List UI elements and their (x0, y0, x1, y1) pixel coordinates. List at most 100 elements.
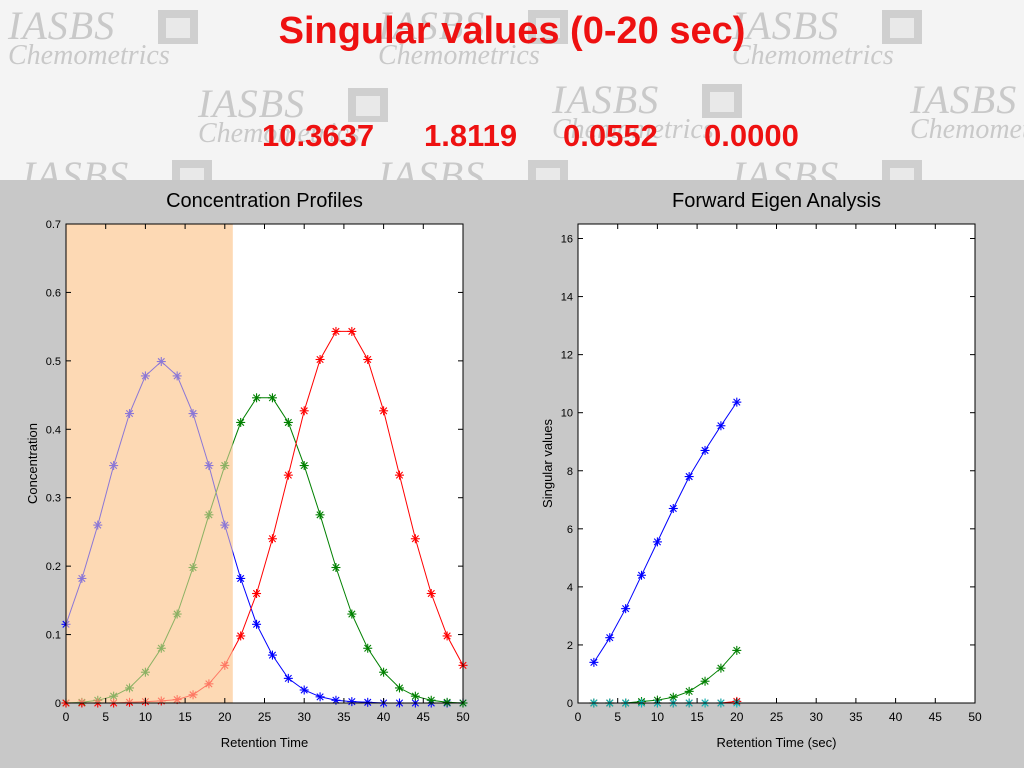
x-tick-label: 5 (102, 710, 109, 724)
marker-stroke (733, 398, 741, 406)
y-tick-label: 14 (561, 292, 573, 304)
marker-stroke (252, 589, 261, 598)
x-tick-label: 25 (770, 710, 784, 724)
x-tick-label: 15 (690, 710, 704, 724)
marker-stroke (252, 394, 261, 402)
data-point-marker (252, 589, 262, 599)
marker-stroke (332, 696, 340, 704)
data-point-marker (299, 461, 309, 471)
marker-stroke (300, 461, 308, 470)
plot-area (578, 224, 975, 703)
y-tick-label: 10 (561, 408, 573, 420)
data-point-marker (684, 686, 694, 696)
x-tick-label: 30 (298, 710, 312, 724)
marker-stroke (701, 677, 709, 685)
marker-stroke (379, 407, 388, 415)
data-point-marker (732, 397, 742, 407)
y-axis-label: Concentration (25, 423, 40, 504)
marker-stroke (268, 651, 277, 659)
figure-panel: 0 5 10 15 20 25 30 35 40 45 50 0 0.1 0.2 0.3 0.4 0.5 0.6 0… (0, 180, 1024, 768)
slide-title: Singular values (0-20 sec) (278, 10, 746, 52)
data-point-marker (410, 534, 420, 544)
data-point-marker (442, 631, 452, 641)
data-point-marker (299, 685, 309, 695)
data-point-marker (236, 417, 246, 427)
data-point-marker (684, 472, 694, 482)
x-tick-label: 45 (929, 710, 943, 724)
data-point-marker (442, 697, 452, 707)
x-axis-label: Retention Time (sec) (717, 735, 837, 750)
x-tick-label: 10 (651, 710, 665, 724)
chart-title: Forward Eigen Analysis (672, 190, 881, 212)
marker-stroke (364, 355, 372, 364)
y-tick-label: 0.1 (46, 630, 61, 642)
singular-value-1: 10.3637 (262, 118, 375, 153)
x-tick-label: 50 (456, 710, 470, 724)
marker-stroke (717, 422, 725, 430)
data-point-marker (347, 697, 357, 707)
marker-stroke (268, 535, 277, 543)
marker-stroke (348, 698, 356, 706)
marker-stroke (411, 535, 419, 543)
marker-stroke (590, 658, 598, 666)
marker-stroke (606, 634, 614, 642)
marker-stroke (284, 471, 292, 479)
y-tick-label: 0 (55, 698, 61, 710)
x-tick-label: 10 (139, 710, 153, 724)
marker-stroke (395, 684, 404, 692)
x-tick-label: 45 (417, 710, 431, 724)
data-point-marker (716, 421, 726, 431)
marker-stroke (300, 686, 308, 694)
slide-header: IASBS Chemometrics IASBS Chemometrics IASBS C… (0, 0, 1024, 180)
x-tick-label: 0 (575, 710, 582, 724)
singular-value-2: 1.8119 (424, 118, 518, 153)
marker-stroke (701, 446, 709, 455)
x-tick-label: 30 (810, 710, 824, 724)
marker-stroke (348, 327, 356, 336)
x-tick-label: 20 (730, 710, 744, 724)
data-point-marker (347, 609, 357, 619)
x-tick-label: 0 (63, 710, 70, 724)
data-point-marker (621, 604, 631, 614)
x-axis-label: Retention Time (221, 735, 308, 750)
data-point-marker (363, 697, 373, 707)
marker-stroke (637, 571, 646, 579)
marker-stroke (364, 698, 372, 706)
data-point-marker (252, 393, 262, 403)
series-line (593, 401, 738, 663)
marker-stroke (348, 610, 356, 618)
y-tick-label: 0.4 (46, 424, 61, 436)
marker-stroke (332, 563, 340, 572)
y-tick-label: 0.6 (46, 287, 61, 299)
data-point-marker (331, 326, 341, 336)
data-point-marker (732, 645, 742, 655)
marker-stroke (316, 511, 324, 519)
marker-stroke (332, 327, 340, 336)
singular-value-3: 0.0552 (563, 118, 658, 153)
marker-stroke (237, 574, 245, 583)
marker-stroke (443, 698, 451, 706)
data-point-marker (716, 663, 726, 673)
data-point-marker (379, 406, 389, 416)
marker-stroke (411, 692, 419, 700)
x-tick-label: 20 (218, 710, 232, 724)
data-point-marker (236, 631, 246, 641)
x-tick-label: 5 (614, 710, 621, 724)
marker-stroke (268, 394, 277, 402)
y-tick-label: 16 (561, 234, 573, 246)
data-point-marker (267, 393, 277, 403)
marker-stroke (252, 620, 261, 628)
marker-stroke (443, 632, 451, 640)
marker-stroke (685, 472, 693, 481)
y-axis-label: Singular values (540, 419, 555, 508)
data-point-marker (410, 691, 420, 701)
data-point-marker (283, 417, 293, 427)
y-tick-label: 0.3 (46, 493, 61, 505)
x-tick-label: 50 (968, 710, 982, 724)
marker-stroke (685, 687, 693, 696)
